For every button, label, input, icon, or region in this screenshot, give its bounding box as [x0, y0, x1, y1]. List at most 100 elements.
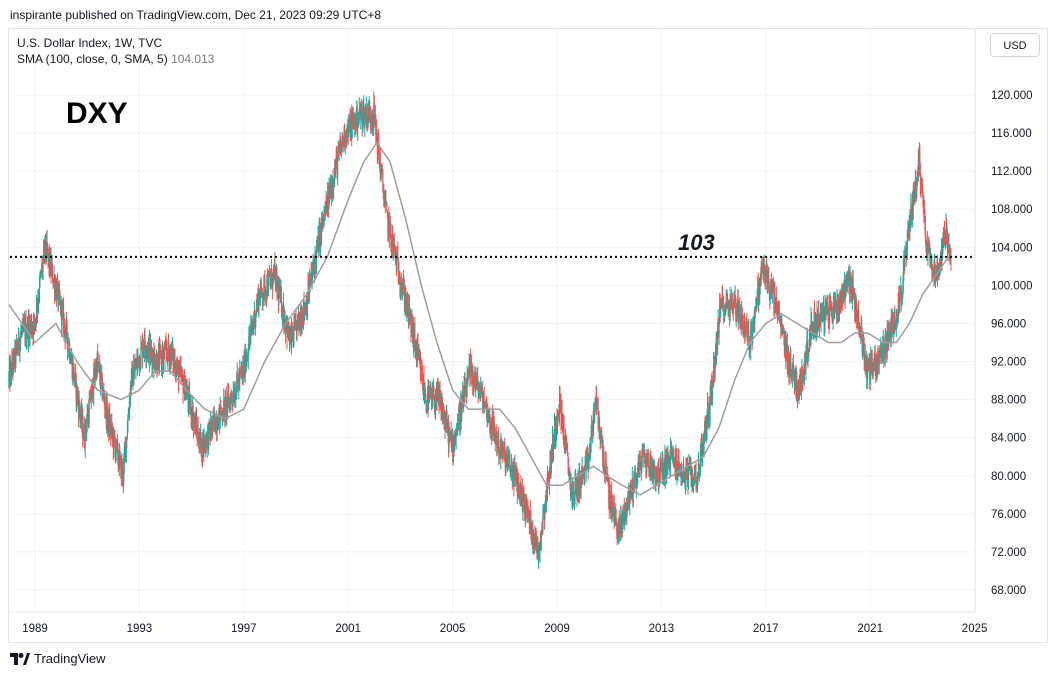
candle-body	[571, 484, 573, 504]
candle-body	[264, 279, 266, 297]
candle-body	[566, 438, 568, 445]
candle-body	[685, 465, 687, 485]
candle-body	[64, 326, 66, 338]
candle-body	[402, 288, 404, 290]
candle-body	[128, 414, 130, 417]
candle-body	[421, 373, 423, 385]
candle-body	[558, 415, 560, 417]
candle-body	[91, 386, 93, 400]
candle-body	[452, 438, 454, 452]
candle-body	[891, 318, 893, 335]
candle-body	[849, 272, 851, 292]
candle-body	[218, 412, 220, 430]
candle-body	[144, 334, 146, 347]
currency-button[interactable]: USD	[990, 33, 1040, 57]
candle-body	[727, 300, 729, 304]
candle-body	[390, 235, 392, 240]
candle-body	[282, 303, 284, 325]
candle-body	[783, 333, 785, 353]
candle-body	[297, 315, 299, 321]
candle-body	[165, 344, 167, 348]
candle-body	[42, 263, 44, 269]
candle-body	[768, 274, 770, 290]
candle-body	[706, 429, 708, 432]
candle-body	[225, 397, 227, 415]
candle-body	[445, 419, 447, 428]
candle-body	[28, 319, 30, 326]
time-tick-label: 1997	[231, 623, 257, 635]
candle-body	[586, 455, 588, 461]
candle-body	[262, 293, 264, 298]
candle-body	[914, 192, 916, 201]
candle-body	[269, 279, 271, 284]
candle-body	[656, 469, 658, 481]
candle-body	[570, 483, 572, 492]
candle-body	[594, 399, 596, 404]
candle-body	[763, 265, 765, 272]
candle-body	[240, 371, 242, 373]
candle-body	[244, 351, 246, 374]
candle-body	[645, 463, 647, 467]
candle-body	[840, 291, 842, 304]
candle-body	[443, 411, 445, 413]
candle-body	[692, 475, 694, 481]
candle-body	[290, 329, 292, 339]
candle-body	[832, 313, 834, 318]
candle-body	[889, 331, 891, 333]
candle-body	[143, 349, 145, 351]
candle-body	[834, 296, 836, 311]
tradingview-logo: TradingView	[10, 651, 106, 666]
candle-body	[919, 152, 921, 175]
candle-body	[470, 361, 472, 378]
candle-body	[93, 369, 95, 381]
candle-body	[203, 437, 205, 450]
candle-body	[47, 249, 49, 258]
candle-body	[661, 466, 663, 476]
candle-body	[446, 415, 448, 426]
candle-body	[617, 529, 619, 537]
candle-body	[718, 320, 720, 334]
candle-body	[738, 302, 740, 305]
candle-body	[136, 359, 138, 368]
candle-body	[744, 317, 746, 337]
candle-body	[15, 345, 17, 362]
candle-body	[62, 307, 64, 310]
candle-body	[614, 514, 616, 519]
candle-body	[899, 290, 901, 293]
candle-body	[860, 322, 862, 339]
candle-body	[494, 436, 496, 440]
candle-body	[772, 283, 774, 285]
candle-body	[751, 334, 753, 339]
candle-body	[38, 296, 40, 301]
candle-body	[802, 379, 804, 381]
candle-body	[599, 427, 601, 438]
candle-body	[561, 408, 563, 421]
candle-body	[843, 286, 845, 300]
candle-body	[948, 240, 950, 256]
candle-body	[937, 272, 939, 279]
candle-body	[432, 392, 434, 401]
candle-body	[47, 249, 49, 251]
candle-body	[18, 332, 20, 349]
candle-body	[681, 476, 683, 483]
candle-body	[40, 269, 42, 275]
candle-body	[243, 360, 245, 377]
candle-body	[574, 498, 576, 499]
candle-body	[925, 239, 927, 247]
candle-body	[323, 212, 325, 223]
candle-body	[697, 479, 699, 485]
candle-body	[673, 465, 675, 467]
candle-body	[914, 180, 916, 193]
candle-body	[152, 360, 154, 368]
candle-body	[256, 304, 258, 309]
candle-body	[149, 339, 151, 356]
candle-body	[550, 456, 552, 472]
candle-body	[84, 445, 86, 447]
candle-body	[103, 394, 105, 403]
candle-body	[845, 283, 847, 292]
candle-body	[431, 391, 433, 400]
candle-body	[384, 199, 386, 204]
candle-body	[339, 142, 341, 151]
candle-body	[805, 356, 807, 371]
